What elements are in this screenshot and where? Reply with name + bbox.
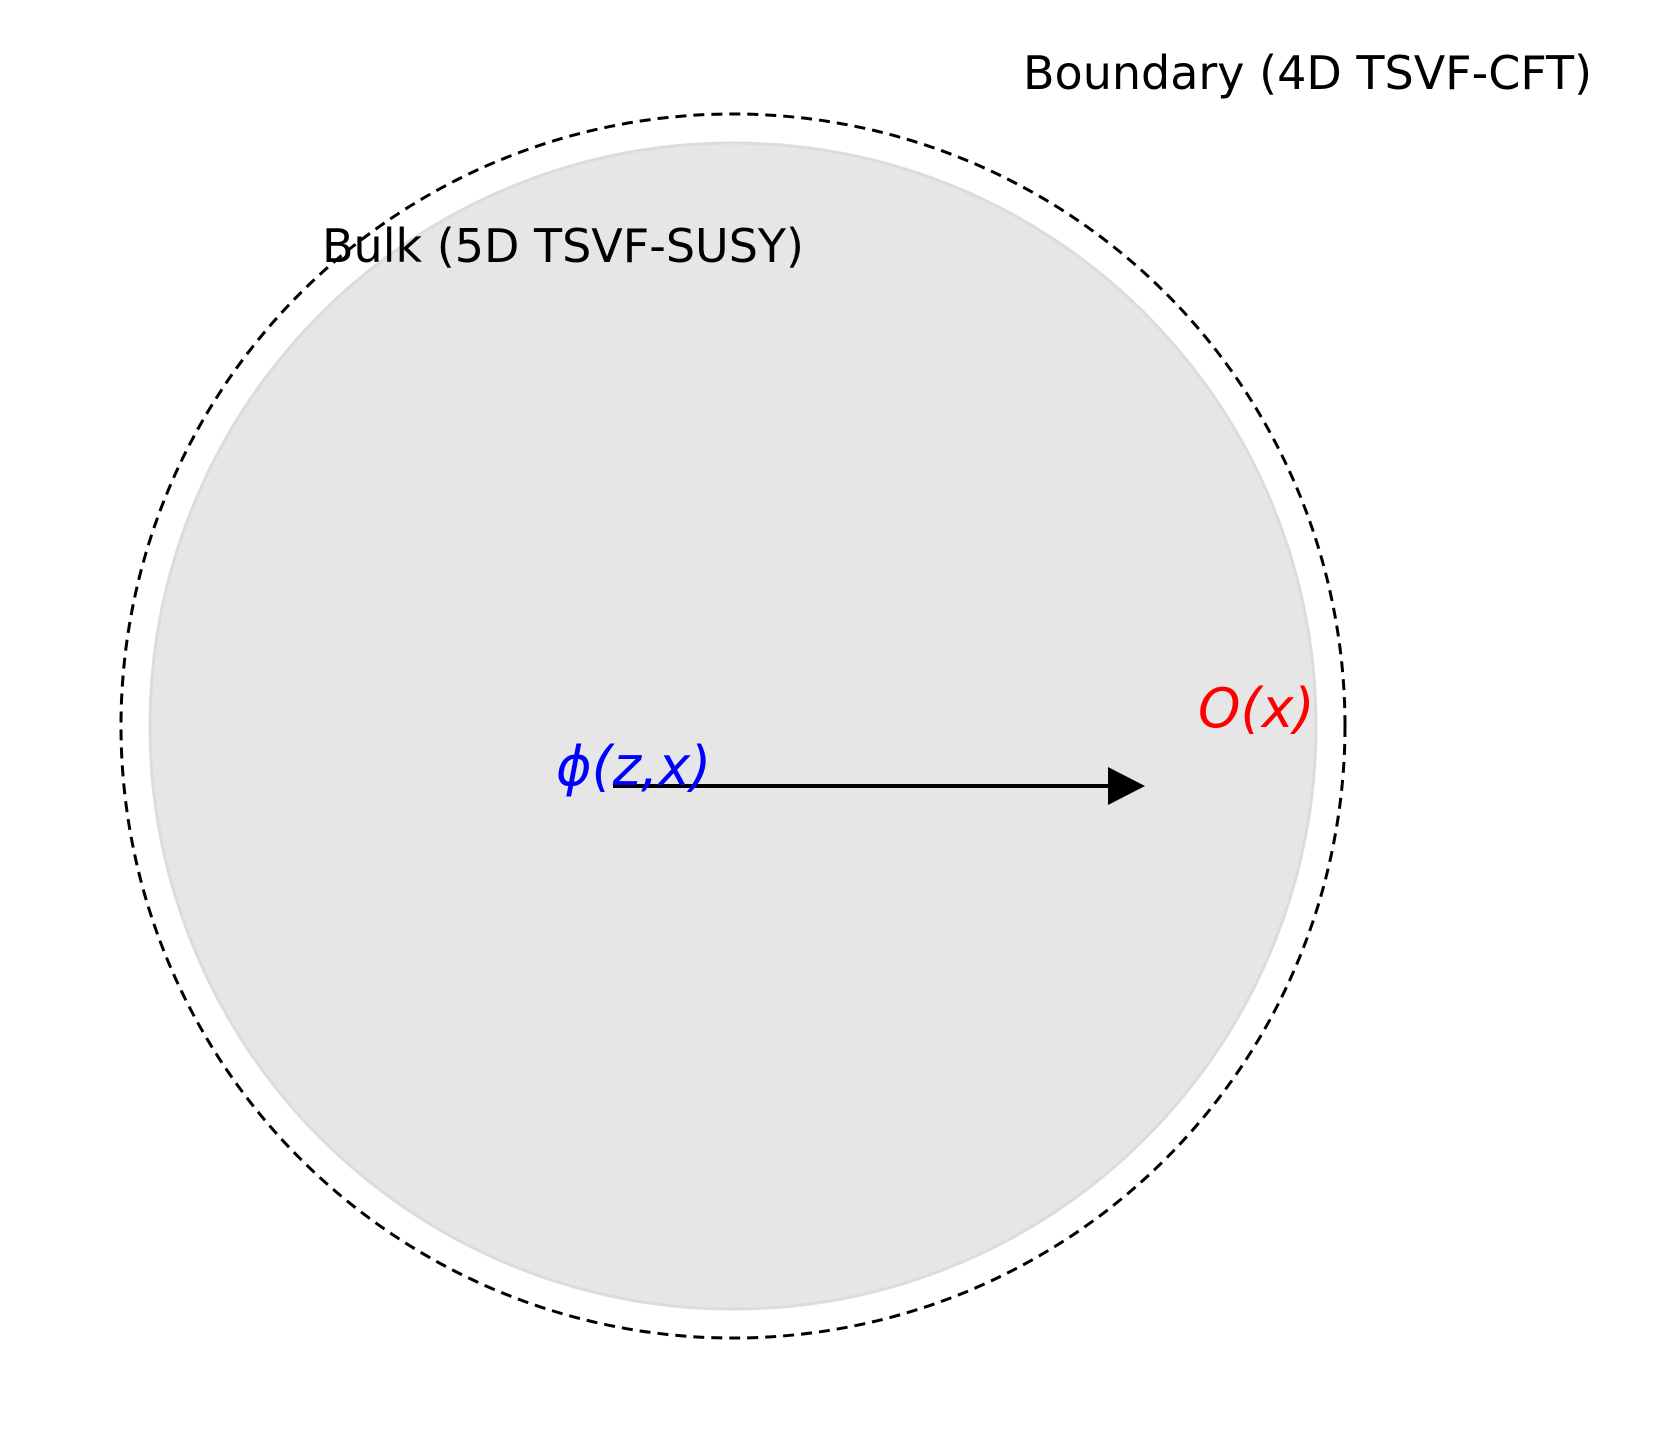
bulk-field-label: ϕ(z,x) [556, 735, 711, 798]
boundary-label: Boundary (4D TSVF-CFT) [1023, 46, 1592, 100]
bulk-disk [148, 141, 1318, 1311]
boundary-circle [119, 112, 1347, 1340]
boundary-operator-label: O(x) [1198, 677, 1315, 740]
arrow-head [1108, 767, 1145, 805]
bulk-label: Bulk (5D TSVF-SUSY) [322, 219, 804, 273]
